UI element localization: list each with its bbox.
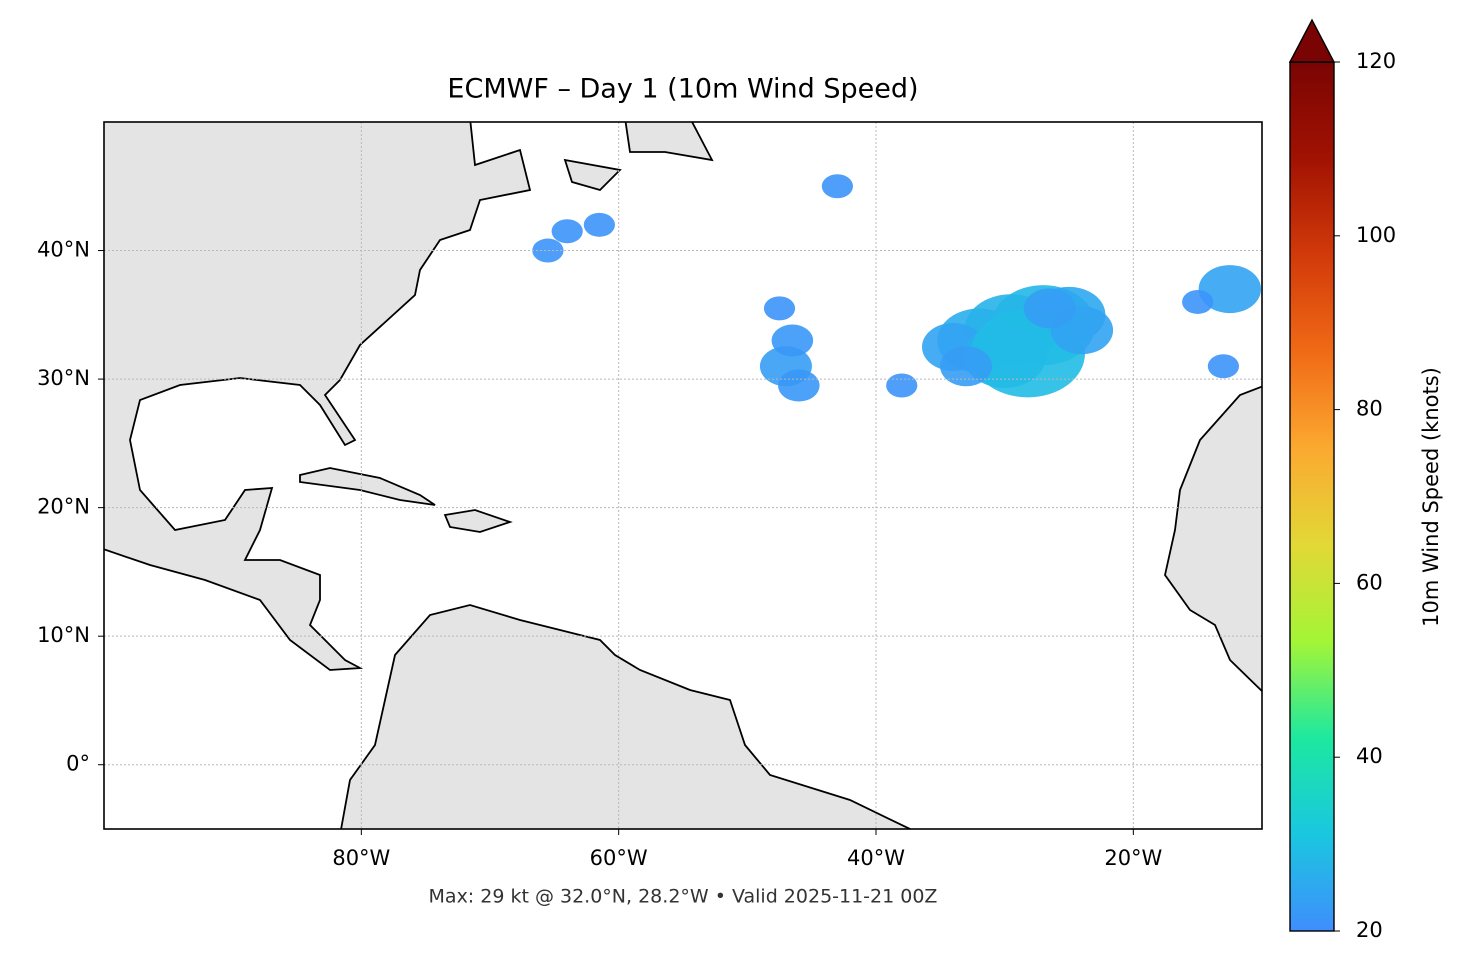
chart-title: ECMWF – Day 1 (10m Wind Speed) [447,74,918,105]
wind-patch [1023,288,1076,329]
wind-patch [583,212,615,237]
wind-patch [1207,354,1239,379]
map-frame [103,121,1263,830]
y-tick-label: 40°N [37,238,90,262]
wind-patch [771,324,814,357]
land-greenland [624,122,714,162]
grid [104,122,1262,829]
x-tick-label: 80°W [332,846,390,870]
colorbar-extend [1288,18,1336,63]
colorbar-tick-label: 60 [1356,570,1383,594]
map [104,122,1262,829]
colorbar-label: 10m Wind Speed (knots) [1419,367,1443,627]
x-tick-label: 60°W [590,846,648,870]
colorbar-tick-label: 40 [1356,744,1383,768]
y-tick-label: 0° [66,752,90,776]
colorbar [1289,61,1335,932]
colorbar-tick-label: 20 [1356,918,1383,942]
y-tick-label: 10°N [37,623,90,647]
x-tick-label: 40°W [847,846,905,870]
colorbar-tick-label: 120 [1356,49,1396,73]
y-tick-label: 20°N [37,495,90,519]
land-africa [1164,385,1262,693]
wind-patch [778,369,820,402]
wind-patch [763,296,796,321]
colorbar-tick-label: 100 [1356,223,1396,247]
wind-patch [886,373,918,398]
wind-patch [1198,265,1262,314]
wind-patch [532,238,564,263]
land-north-america [104,122,532,671]
wind-patch [940,346,993,387]
land-newfoundland [563,158,622,192]
wind-patch [551,219,583,244]
wind-patch [821,174,854,199]
land-south-america [340,604,912,829]
y-tick-label: 30°N [37,366,90,390]
land-hispaniola [443,509,513,533]
footer-note: Max: 29 kt @ 32.0°N, 28.2°W • Valid 2025… [429,886,938,908]
land-cuba [299,467,436,506]
wind-field [532,174,1262,402]
colorbar-tick-label: 80 [1356,397,1383,421]
x-tick-label: 20°W [1104,846,1162,870]
wind-patch [1182,289,1214,314]
